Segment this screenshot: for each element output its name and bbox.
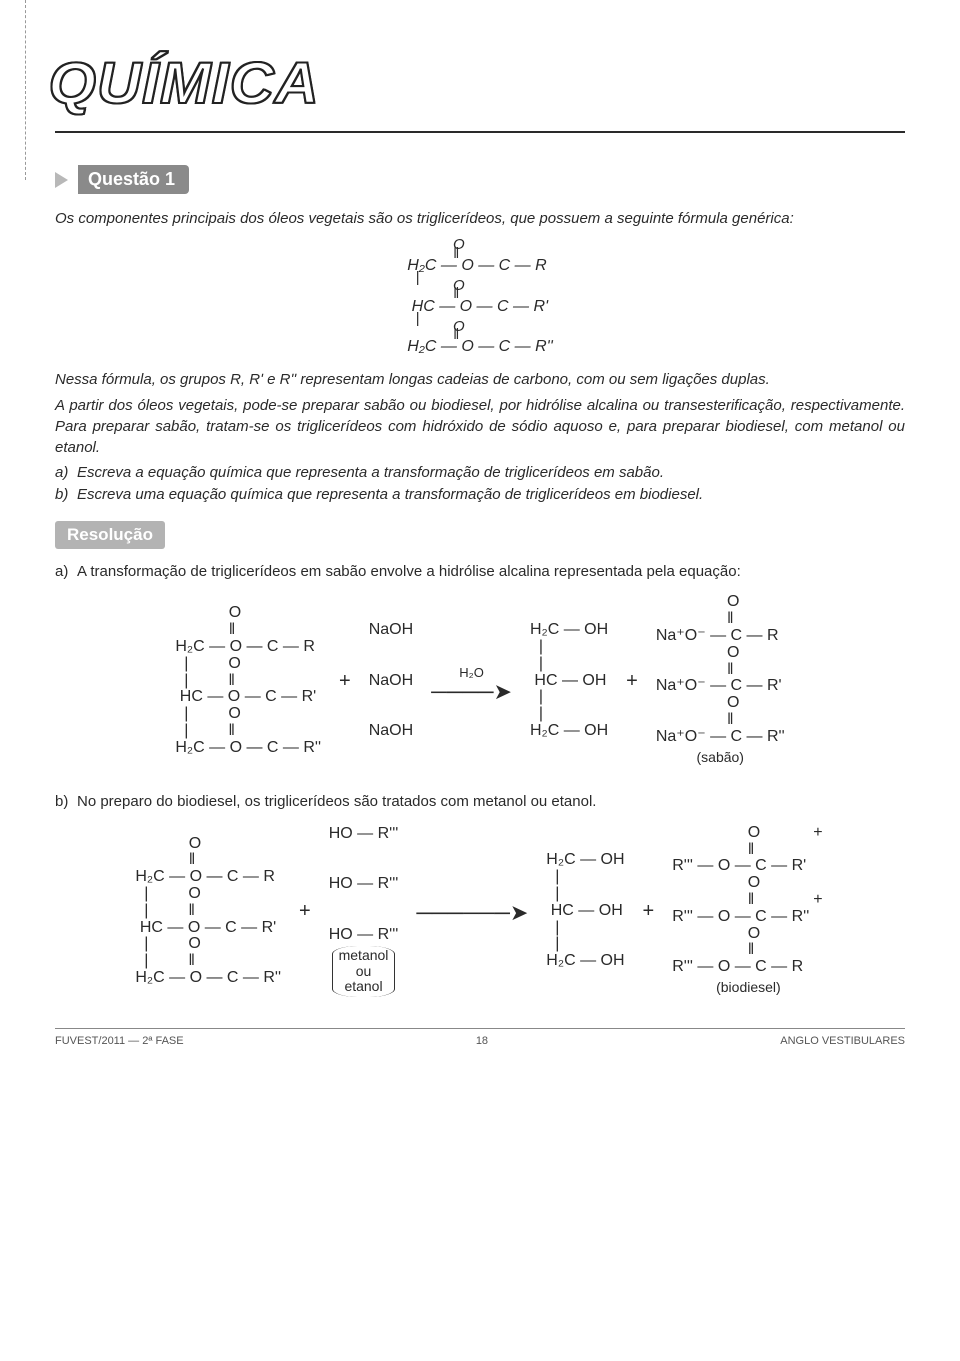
item-b-text: Escreva uma equação química que represen… [77,484,703,505]
triangle-icon [55,172,68,188]
resolution-label: Resolução [55,521,165,549]
question-intro: Os componentes principais dos óleos vege… [55,208,905,229]
question-body: Os componentes principais dos óleos vege… [55,208,905,505]
rxnB-plus1: + [299,897,311,925]
item-a-label: a) [55,462,77,483]
rxnB-biodiesel: O ‖ Rʹʹʹ — O — C — Rʹ O ‖ Rʹʹʹ — O — C —… [672,825,809,976]
rxnB-arrow: ──────➤ [416,904,528,919]
subject-title-block: QUÍMICA [55,50,905,117]
rxnB-trailing-pluses: + + [813,825,824,976]
rxnB-alcohol-label: metanol ou etanol [332,946,396,996]
rxnA-triglyceride: O ‖ H₂C — O — C — R | O | ‖ HC — O — C —… [175,605,321,756]
rxnB-alcohol-stack: HO — Rʹʹʹ HO — Rʹʹʹ HO — Rʹʹʹ metanol ou… [329,826,399,997]
rxnB-biod-label: (biodiesel) [716,978,781,998]
question-para2: A partir dos óleos vegetais, pode-se pre… [55,395,905,459]
res-b-text: No preparo do biodiesel, os trigliceríde… [77,791,596,812]
question-header: Questão 1 [55,165,905,194]
question-label: Questão 1 [78,165,189,194]
rxnA-soap-label: (sabão) [697,748,744,768]
rxnB-alcohol: HO — Rʹʹʹ HO — Rʹʹʹ HO — Rʹʹʹ [329,826,399,944]
item-a-text: Escreva a equação química que representa… [77,462,664,483]
page-cut-line [25,0,26,180]
footer-left: FUVEST/2011 — 2ª FASE [55,1035,184,1047]
triglyceride-formula: O ‖ H₂C — O — C — R | O ‖ HC — O — C — R… [55,241,905,355]
formula-block: O ‖ H₂C — O — C — R | O ‖ HC — O — C — R… [407,241,553,355]
res-b-label: b) [55,791,77,812]
page-footer: FUVEST/2011 — 2ª FASE 18 ANGLO VESTIBULA… [55,1028,905,1047]
item-b-label: b) [55,484,77,505]
question-item-a: a) Escreva a equação química que represe… [55,462,905,483]
footer-right: ANGLO VESTIBULARES [780,1035,905,1047]
resolution-item-b: b) No preparo do biodiesel, os triglicer… [55,791,905,812]
title-divider [55,131,905,133]
reaction-a: O ‖ H₂C — O — C — R | O | ‖ HC — O — C —… [55,594,905,767]
rxnA-soap-stack: O ‖ Na⁺O⁻ — C — R O ‖ Na⁺O⁻ — C — Rʹ O ‖… [656,594,785,767]
rxnA-naoh: NaOH NaOH NaOH [369,622,413,740]
footer-center: 18 [476,1035,488,1047]
arrow-icon: ────➤ [431,685,512,698]
question-para1: Nessa fórmula, os grupos R, Rʹ e Rʹʹ rep… [55,369,905,390]
res-a-label: a) [55,561,77,582]
subject-title: QUÍMICA [49,50,320,117]
resolution-item-a: a) A transformação de triglicerídeos em … [55,561,905,582]
rxnB-plus2: + [643,897,655,925]
res-a-text: A transformação de triglicerídeos em sab… [77,561,741,582]
rxnB-triglyceride: O ‖ H₂C — O — C — R | O | ‖ HC — O — C —… [135,836,281,987]
reaction-b: O ‖ H₂C — O — C — R | O | ‖ HC — O — C —… [55,825,905,998]
rxnB-biod-stack: O ‖ Rʹʹʹ — O — C — Rʹ O ‖ Rʹʹʹ — O — C —… [672,825,824,998]
rxnA-soap: O ‖ Na⁺O⁻ — C — R O ‖ Na⁺O⁻ — C — Rʹ O ‖… [656,594,785,745]
resolution-body: a) A transformação de triglicerídeos em … [55,561,905,998]
rxnB-glycerol: H₂C — OH | | HC — OH | | H₂C — OH [546,852,624,970]
rxnA-plus2: + [626,667,638,695]
question-item-b: b) Escreva uma equação química que repre… [55,484,905,505]
arrow-icon: ──────➤ [416,906,528,919]
rxnA-plus1: + [339,667,351,695]
rxnA-arrow: H₂O ────➤ [431,664,512,698]
rxnA-glycerol: H₂C — OH | | HC — OH | | H₂C — OH [530,622,608,740]
